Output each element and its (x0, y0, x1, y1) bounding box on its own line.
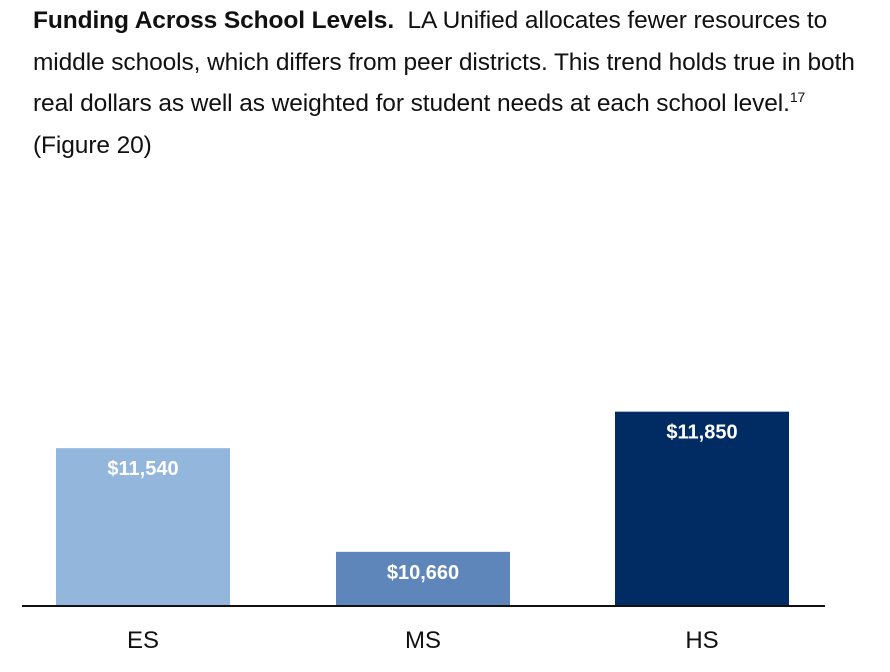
bar-value-label-ms: $10,660 (387, 562, 459, 584)
category-label-ms: MS (405, 627, 441, 654)
bar-value-label-es: $11,540 (107, 458, 178, 480)
bar-chart: $11,540 ES $10,660 MS $11,850 HS (0, 0, 890, 672)
bar-value-label-hs: $11,850 (666, 422, 737, 444)
category-label-hs: HS (685, 627, 718, 654)
category-label-es: ES (127, 627, 159, 654)
